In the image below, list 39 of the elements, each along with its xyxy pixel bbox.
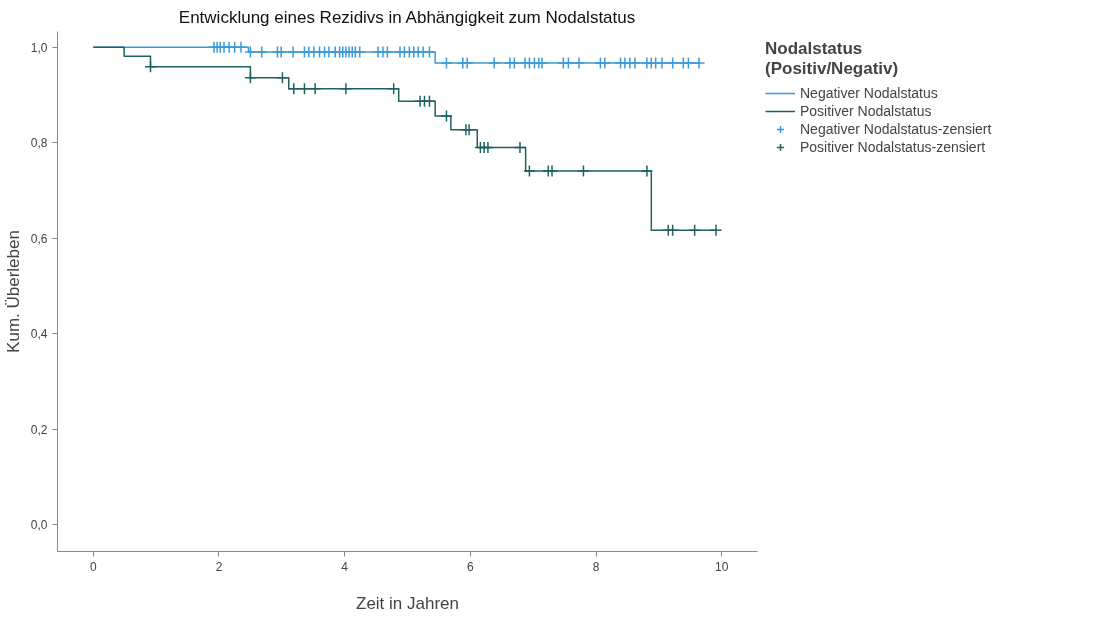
x-tick-label: 2 <box>215 559 223 574</box>
y-tick-label: 0,8 <box>30 136 48 151</box>
point <box>545 164 559 178</box>
point <box>481 141 495 154</box>
point <box>144 60 157 74</box>
point <box>308 82 322 96</box>
point <box>688 223 701 237</box>
y-tick-label: 0,6 <box>30 231 48 246</box>
point <box>666 223 679 237</box>
legend-title: Nodalstatus (Positiv/Negativ) <box>765 39 900 79</box>
point <box>287 82 301 96</box>
point <box>244 71 257 85</box>
x-tick-label: 8 <box>592 559 600 574</box>
point <box>276 71 289 85</box>
x-tick-label: 6 <box>467 559 474 574</box>
point <box>423 94 436 108</box>
x-tick-label: 4 <box>341 559 349 574</box>
y-tick-label: 0,2 <box>30 422 48 437</box>
y-axis-title: Kum. Überleben <box>3 230 23 353</box>
point <box>339 82 353 96</box>
y-tick-label: 0,0 <box>30 518 48 533</box>
y-tick-label: 0,4 <box>30 327 48 342</box>
point <box>440 109 453 123</box>
x-axis-title: Zeit in Jahren <box>356 593 459 613</box>
point <box>577 164 590 178</box>
legend-label: Negativer Nodalstatus <box>800 84 938 102</box>
y-tick-label: 1,0 <box>30 40 48 55</box>
legend-label: Negativer Nodalstatus-zensiert <box>800 120 992 138</box>
point <box>513 141 527 154</box>
point <box>640 164 654 178</box>
x-tick-label: 0 <box>89 559 97 574</box>
point <box>387 82 400 96</box>
x-tick-label: 10 <box>715 559 729 574</box>
legend-label: Positiver Nodalstatus <box>800 102 932 120</box>
chart-title: Entwicklung eines Rezidivs in Abhängigkeit zum Nodalstatus <box>178 7 636 27</box>
point <box>523 164 536 178</box>
point <box>709 223 723 237</box>
point <box>298 82 311 96</box>
legend-label: Positiver Nodalstatus-zensiert <box>800 138 986 156</box>
